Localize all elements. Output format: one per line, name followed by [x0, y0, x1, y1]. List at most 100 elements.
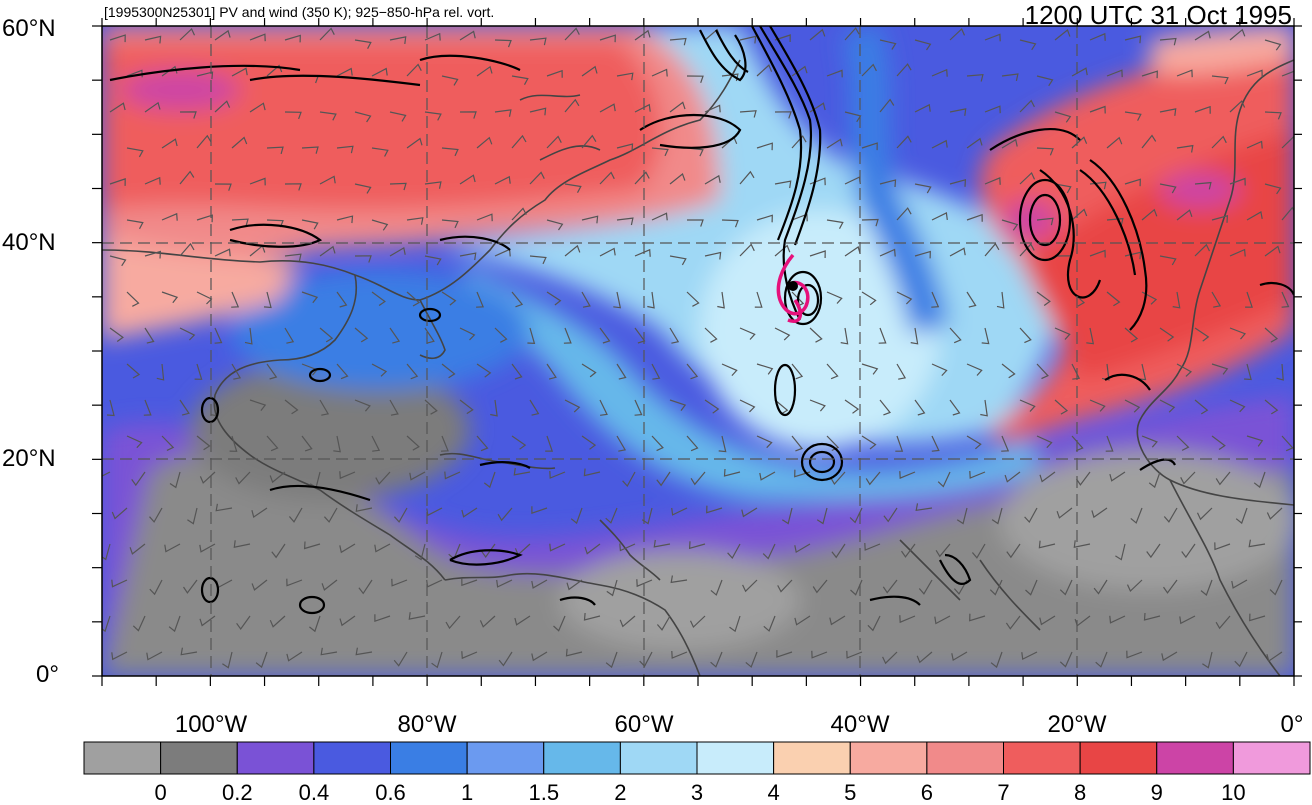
wind-barb [634, 103, 651, 113]
wind-barb [249, 399, 267, 411]
wind-barb [269, 471, 286, 484]
wind-barb [161, 212, 178, 221]
wind-barb [669, 327, 680, 344]
wind-barb [149, 507, 163, 523]
wind-barb [483, 471, 496, 489]
wind-barb [126, 147, 144, 158]
wind-barb [161, 291, 179, 304]
wind-barb [1106, 69, 1123, 78]
wind-barb [459, 399, 474, 415]
wind-barb [1211, 363, 1229, 375]
wind-barb [931, 211, 948, 221]
wind-barb [393, 507, 408, 523]
wind-barb [1229, 399, 1246, 413]
wind-barb [199, 543, 216, 553]
wind-barb [1019, 243, 1035, 257]
lon-label-80w: 80°W [397, 711, 457, 738]
wind-barb [756, 142, 773, 151]
wind-barb [284, 327, 295, 344]
wind-barb [301, 291, 319, 304]
lat-label-40n: 40°N [2, 229, 56, 256]
wind-barb [194, 363, 203, 380]
wind-barb [161, 435, 175, 451]
wind-barb [981, 327, 990, 345]
wind-barb [777, 579, 793, 593]
colorbar-label: 9 [1150, 780, 1163, 805]
colorbar-box [1232, 741, 1311, 775]
wind-barb [879, 179, 897, 188]
wind-barb [794, 543, 811, 554]
wind-barb [1001, 73, 1019, 82]
wind-barb [774, 327, 791, 341]
wind-barb [1234, 651, 1248, 668]
wind-barb [651, 147, 669, 157]
wind-barb [284, 111, 302, 120]
wind-barb [599, 171, 615, 185]
wind-barb [111, 579, 128, 588]
wind-barb [1089, 32, 1106, 41]
wind-barb [496, 579, 513, 588]
wind-barb [355, 504, 373, 512]
wind-barb [651, 363, 661, 380]
wind-barb [1159, 327, 1175, 342]
wind-barb [1196, 507, 1213, 521]
wind-barb [231, 67, 248, 77]
wind-barb [653, 539, 671, 548]
tropical-cyclone-icon [788, 281, 798, 291]
wind-barb [389, 111, 407, 122]
wind-barb [131, 471, 146, 487]
wind-barb [354, 327, 369, 343]
wind-barb [689, 615, 706, 629]
wind-barb [1176, 144, 1194, 153]
wind-barb [389, 182, 407, 191]
wind-barb [233, 540, 251, 548]
wind-barb [231, 291, 240, 308]
wind-barb [169, 471, 181, 489]
wind-barb [102, 615, 111, 633]
wind-barb [444, 471, 461, 480]
wind-barb [1180, 471, 1196, 485]
wind-barb [1163, 579, 1178, 594]
wind-barb [619, 615, 636, 628]
wind-barb [1106, 136, 1123, 149]
wind-barb [431, 651, 443, 669]
wind-barb [949, 247, 966, 257]
colorbar-box [1003, 741, 1081, 775]
colorbar-label: 0.4 [298, 780, 330, 805]
colorbar-label: 7 [997, 780, 1010, 805]
wind-barb [1059, 579, 1073, 596]
wind-barb [1130, 507, 1143, 524]
wind-barb [781, 507, 793, 525]
wind-barb [102, 471, 111, 477]
colorbar-label: 8 [1073, 780, 1087, 805]
plot-subtitle: [1995300N25301] PV and wind (350 K); 925… [104, 4, 495, 20]
wind-barb [1264, 245, 1281, 257]
wind-barb [1146, 543, 1161, 559]
wind-barb [266, 146, 284, 155]
wind-barb [581, 435, 597, 450]
wind-barb [791, 135, 807, 149]
wind-barb [1176, 435, 1190, 451]
wind-barb [915, 503, 933, 512]
wind-barb [459, 252, 477, 261]
wind-barb [249, 33, 266, 42]
wind-barb [742, 579, 758, 593]
wind-barb [529, 107, 547, 116]
wind-barb [564, 27, 580, 41]
wind-barb [476, 65, 493, 77]
wind-barb [1005, 615, 1021, 630]
wind-barb [583, 612, 601, 621]
wind-barb [336, 67, 353, 77]
wind-barb [634, 29, 651, 41]
wind-barb [669, 255, 687, 266]
wind-barb [794, 469, 811, 478]
wind-barb [826, 363, 839, 380]
wind-barb [1211, 435, 1226, 450]
wind-barb [1001, 435, 1010, 452]
wind-barb [914, 250, 931, 259]
wind-barb [1264, 399, 1279, 415]
wind-barb [969, 470, 986, 479]
colorbar-box [696, 741, 775, 775]
wind-barb [686, 435, 699, 452]
wind-barb [1124, 399, 1141, 413]
